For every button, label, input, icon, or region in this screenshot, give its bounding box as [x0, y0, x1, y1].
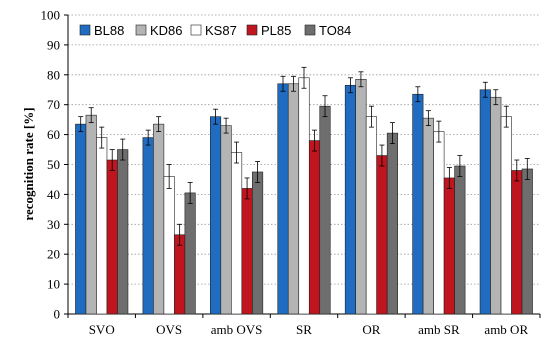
bar-ks87	[96, 137, 108, 315]
legend-swatch-bl88	[79, 24, 91, 36]
y-tick-label: 100	[41, 8, 61, 23]
bar-pl85	[443, 177, 455, 315]
bar-bl88	[75, 123, 87, 315]
bar-to84	[454, 165, 466, 315]
bar-bl88	[479, 89, 491, 315]
y-tick-label: 90	[47, 37, 60, 52]
y-tick-label: 0	[54, 307, 61, 322]
bar-to84	[117, 149, 129, 315]
bar-kd86	[220, 125, 232, 315]
category-label: amb OR	[484, 322, 528, 337]
bar-kd86	[85, 114, 97, 315]
category-label: OVS	[156, 322, 182, 337]
category-label: amb OVS	[211, 322, 263, 337]
bar-to84	[184, 192, 196, 315]
bar-ks87	[433, 131, 445, 315]
y-tick-label: 20	[47, 247, 60, 262]
y-tick-label: 50	[47, 157, 60, 172]
legend-swatch-ks87	[190, 24, 202, 36]
legend-label-to84: TO84	[319, 23, 351, 38]
legend-swatch-pl85	[246, 24, 258, 36]
legend-label-kd86: KD86	[150, 23, 183, 38]
bar-ks87	[298, 77, 310, 315]
y-tick-label: 70	[47, 97, 60, 112]
bar-ks87	[163, 176, 175, 315]
legend-label-ks87: KS87	[205, 23, 237, 38]
bar-pl85	[174, 234, 186, 315]
legend-swatch-to84	[304, 24, 316, 36]
bar-ks87	[365, 116, 377, 315]
legend: BL88 KD86 KS87 PL85 TO84	[79, 23, 351, 38]
bar-pl85	[241, 188, 253, 315]
y-tick-label: 10	[47, 277, 60, 292]
bar-kd86	[490, 96, 502, 315]
bar-kd86	[422, 117, 434, 315]
y-tick-label: 40	[47, 187, 60, 202]
bar-bl88	[277, 83, 289, 315]
bar-to84	[521, 168, 533, 315]
bar-ks87	[500, 116, 512, 315]
y-tick-label: 80	[47, 67, 60, 82]
labels: 0 10 20 30 40 50 60 70 80 90 100 SVO OVS amb OVS SR OR a…	[41, 8, 529, 338]
bar-kd86	[153, 123, 165, 315]
bar-bl88	[344, 84, 356, 315]
bar-kd86	[287, 83, 300, 315]
category-label: SVO	[89, 322, 115, 337]
bar-pl85	[308, 140, 321, 315]
bar-bl88	[412, 93, 424, 315]
bar-bl88	[210, 116, 222, 315]
bar-pl85	[376, 155, 388, 315]
y-tick-label: 60	[47, 127, 60, 142]
bar-kd86	[355, 78, 367, 315]
y-axis-title: recognition rate [%]	[21, 107, 36, 220]
legend-label-bl88: BL88	[94, 23, 124, 38]
bar-to84	[386, 132, 398, 315]
bar-pl85	[511, 170, 523, 315]
legend-swatch-kd86	[135, 24, 147, 36]
category-label: SR	[296, 322, 312, 337]
legend-label-pl85: PL85	[261, 23, 291, 38]
bars	[75, 66, 533, 315]
bar-bl88	[142, 137, 154, 315]
bar-to84	[252, 171, 264, 315]
bar-ks87	[231, 152, 243, 315]
bar-to84	[319, 105, 331, 315]
category-label: amb SR	[418, 322, 460, 337]
y-tick-label: 30	[47, 217, 60, 232]
bar-pl85	[106, 159, 118, 315]
category-label: OR	[362, 322, 380, 337]
